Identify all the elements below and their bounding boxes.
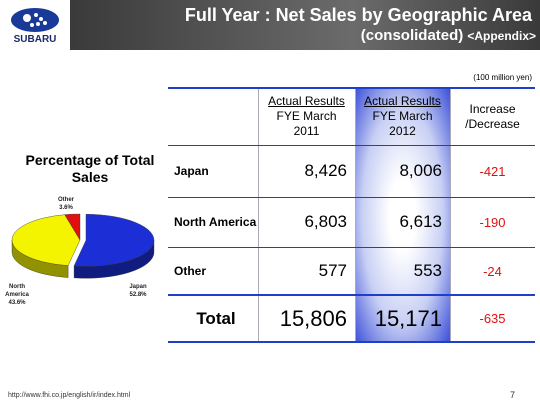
logo-text: SUBARU <box>14 34 57 45</box>
row-label: Total <box>196 308 236 328</box>
footer-url: http://www.fhi.co.jp/english/ir/index.ht… <box>8 392 131 399</box>
row-rule <box>168 197 535 198</box>
column-header: Actual Results FYE March 2012 <box>355 88 450 145</box>
title-bar <box>70 0 540 50</box>
table-cell: 6,613 <box>399 212 442 231</box>
pie-label-name: Other <box>57 197 74 203</box>
table-cell: -635 <box>479 311 506 326</box>
column-divider <box>355 88 356 342</box>
pie-label-value: 43.6% <box>8 300 26 306</box>
header-line: FYE March <box>372 109 433 123</box>
header-line: Increase <box>469 101 516 116</box>
header-line: 2011 <box>293 124 320 138</box>
subtitle-text: (consolidated) <box>360 27 464 44</box>
column-header: Actual Results FYE March 2011 <box>258 88 355 145</box>
row-rule <box>168 145 535 146</box>
table-cell: 8,426 <box>304 161 347 180</box>
header-line: 2012 <box>389 124 416 138</box>
column-header: Increase/Decrease <box>450 88 535 145</box>
row-label: Other <box>174 264 207 278</box>
pie-label: Other 3.6% <box>52 196 80 212</box>
table-cell: 553 <box>413 261 442 280</box>
row-rule <box>168 294 535 296</box>
header-line: Actual Results <box>268 94 345 108</box>
table-cell: -190 <box>479 214 506 230</box>
table-cell: 15,171 <box>374 305 442 331</box>
logo: SUBARU <box>11 8 59 45</box>
header-line: FYE March <box>276 109 337 123</box>
row-rule <box>168 87 535 89</box>
column-divider <box>258 88 259 342</box>
pie-chart <box>11 213 155 279</box>
page-number: 7 <box>510 390 516 400</box>
highlight <box>355 88 450 342</box>
pie-label: Japan 52.8% <box>118 283 158 299</box>
table-cell: -421 <box>479 163 506 179</box>
pie-label: North America 43.6% <box>0 283 34 307</box>
unit-note: (100 million yen) <box>473 73 532 82</box>
subtitle-tag: <Appendix> <box>467 29 536 43</box>
pie-slice <box>73 214 155 267</box>
table-cell: 8,006 <box>399 161 442 180</box>
table-cell: 577 <box>318 261 347 280</box>
row-rule <box>168 341 535 343</box>
row-label: North America <box>174 215 257 229</box>
pie-slice <box>11 214 81 266</box>
title: Full Year : Net Sales by Geographic Area <box>184 5 532 25</box>
table-cell: -24 <box>483 263 502 279</box>
table-cell: 15,806 <box>279 305 347 331</box>
pie-label-name: Japan <box>129 284 147 290</box>
pie-slice <box>64 213 81 241</box>
table-cell: 6,803 <box>304 212 347 231</box>
header-line: /Decrease <box>465 116 520 131</box>
row-rule <box>168 247 535 248</box>
pie-title: Percentage of Total Sales <box>25 152 155 185</box>
pie-label-value: 3.6% <box>59 205 73 211</box>
pie-label-name: North America <box>5 284 29 298</box>
row-label: Japan <box>174 164 209 178</box>
header-line: Actual Results <box>364 94 441 108</box>
pie-label-value: 52.8% <box>129 292 147 298</box>
subtitle: (consolidated) <Appendix> <box>70 27 536 44</box>
column-divider <box>450 88 451 342</box>
